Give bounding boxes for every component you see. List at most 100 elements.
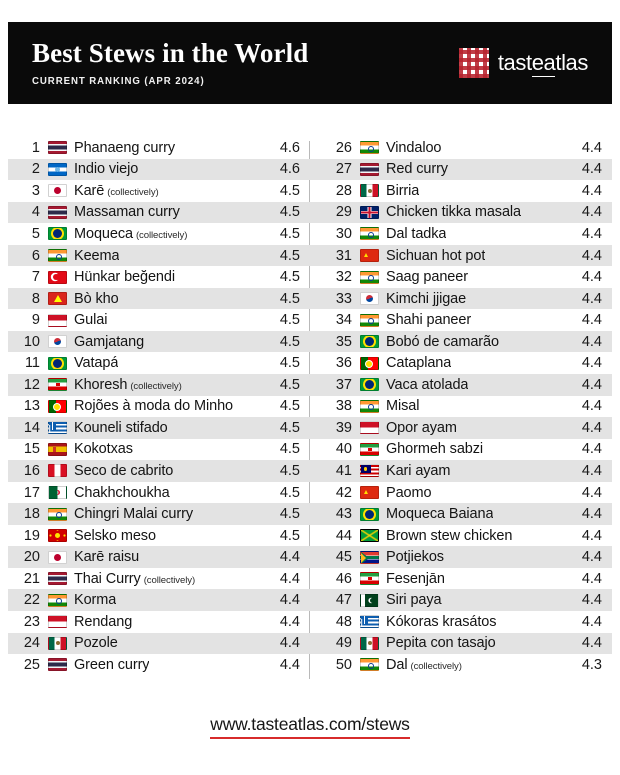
rank-number: 50 <box>335 656 352 673</box>
ranking-entry[interactable]: 9 Gulai 4.5 <box>8 309 310 331</box>
rank-number: 13 <box>23 398 40 415</box>
ranking-entry[interactable]: 5 Moqueca (collectively) 4.5 <box>8 223 310 245</box>
india-flag <box>360 399 379 413</box>
rank-number: 12 <box>23 376 40 393</box>
rank-number: 10 <box>23 333 40 350</box>
ranking-entry[interactable]: 22 Korma 4.4 <box>8 589 310 611</box>
ranking-entry[interactable]: 48 Kókoras krasátos 4.4 <box>310 611 612 633</box>
south-korea-flag <box>360 292 379 306</box>
ranking-entry[interactable]: 38 Misal 4.4 <box>310 396 612 418</box>
ranking-entry[interactable]: 36 Cataplana 4.4 <box>310 352 612 374</box>
rank-number: 39 <box>335 419 352 436</box>
ranking-entry[interactable]: 49 Pepita con tasajo 4.4 <box>310 633 612 655</box>
ranking-entry[interactable]: 41 Kari ayam 4.4 <box>310 460 612 482</box>
rating-score: 4.4 <box>581 269 602 286</box>
ranking-entry[interactable]: 33 Kimchi jjigae 4.4 <box>310 288 612 310</box>
ranking-row: 13 Rojões à moda do Minho 4.5 38 Misal 4.4 <box>8 396 612 418</box>
rank-number: 28 <box>335 182 352 199</box>
ranking-entry[interactable]: 44 Brown stew chicken 4.4 <box>310 525 612 547</box>
dish-name: Fesenjān <box>386 570 445 587</box>
ranking-entry[interactable]: 37 Vaca atolada 4.4 <box>310 374 612 396</box>
ranking-entry[interactable]: 3 Karē (collectively) 4.5 <box>8 180 310 202</box>
dish-name: Seco de cabrito <box>74 462 174 479</box>
ranking-entry[interactable]: 27 Red curry 4.4 <box>310 159 612 181</box>
ranking-entry[interactable]: 45 Potjiekos 4.4 <box>310 546 612 568</box>
portugal-flag <box>48 399 67 413</box>
brazil-flag <box>48 227 67 241</box>
rank-number: 26 <box>335 139 352 156</box>
rating-score: 4.4 <box>279 613 300 630</box>
ranking-entry[interactable]: 12 Khoresh (collectively) 4.5 <box>8 374 310 396</box>
rank-number: 42 <box>335 484 352 501</box>
rank-number: 36 <box>335 355 352 372</box>
ranking-entry[interactable]: 14 Kouneli stifado 4.5 <box>8 417 310 439</box>
rank-number: 29 <box>335 204 352 221</box>
dish-name: Korma <box>74 592 117 609</box>
rank-number: 27 <box>335 161 352 178</box>
ranking-entry[interactable]: 35 Bobó de camarão 4.4 <box>310 331 612 353</box>
ranking-entry[interactable]: 24 Pozole 4.4 <box>8 633 310 655</box>
ranking-row: 19 Selsko meso 4.5 44 Brown stew chicken 4.4 <box>8 525 612 547</box>
dish-name: Kókoras krasátos <box>386 613 497 630</box>
dish-name: Siri paya <box>386 592 442 609</box>
ranking-entry[interactable]: 20 Karē raisu 4.4 <box>8 546 310 568</box>
ranking-entry[interactable]: 18 Chingri Malai curry 4.5 <box>8 503 310 525</box>
dish-name: Rojões à moda do Minho <box>74 398 234 415</box>
ranking-entry[interactable]: 25 Green curry 4.4 <box>8 654 310 676</box>
dish-name: Vatapá <box>74 355 119 372</box>
rank-number: 32 <box>335 269 352 286</box>
ranking-entry[interactable]: 1 Phanaeng curry 4.6 <box>8 137 310 159</box>
ranking-entry[interactable]: 10 Gamjatang 4.5 <box>8 331 310 353</box>
tasteatlas-logo[interactable]: tasteatlas <box>458 48 592 78</box>
ranking-entry[interactable]: 17 Chakhchoukha 4.5 <box>8 482 310 504</box>
ranking-entry[interactable]: 50 Dal (collectively) 4.3 <box>310 654 612 676</box>
iran-flag <box>48 378 67 392</box>
ranking-entry[interactable]: 42 Paomo 4.4 <box>310 482 612 504</box>
ranking-entry[interactable]: 16 Seco de cabrito 4.5 <box>8 460 310 482</box>
ranking-entry[interactable]: 4 Massaman curry 4.5 <box>8 202 310 224</box>
ranking-entry[interactable]: 34 Shahi paneer 4.4 <box>310 309 612 331</box>
ranking-entry[interactable]: 19 Selsko meso 4.5 <box>8 525 310 547</box>
rank-number: 30 <box>335 225 352 242</box>
ranking-entry[interactable]: 15 Kokotxas 4.5 <box>8 439 310 461</box>
dish-name: Massaman curry <box>74 204 180 221</box>
ranking-entry[interactable]: 23 Rendang 4.4 <box>8 611 310 633</box>
dish-name: Gulai <box>74 312 108 329</box>
ranking-entry[interactable]: 8 Bò kho 4.5 <box>8 288 310 310</box>
rank-number: 4 <box>31 204 40 221</box>
ranking-entry[interactable]: 7 Hünkar beğendi 4.5 <box>8 266 310 288</box>
ranking-entry[interactable]: 2 Indio viejo 4.6 <box>8 159 310 181</box>
dish-name: Phanaeng curry <box>74 139 175 156</box>
ranking-entry[interactable]: 13 Rojões à moda do Minho 4.5 <box>8 396 310 418</box>
ranking-entry[interactable]: 40 Ghormeh sabzi 4.4 <box>310 439 612 461</box>
rating-score: 4.4 <box>581 419 602 436</box>
south-africa-flag <box>360 550 379 564</box>
ranking-entry[interactable]: 39 Opor ayam 4.4 <box>310 417 612 439</box>
ranking-entry[interactable]: 26 Vindaloo 4.4 <box>310 137 612 159</box>
ranking-entry[interactable]: 46 Fesenjān 4.4 <box>310 568 612 590</box>
jamaica-flag <box>360 529 379 543</box>
ranking-row: 24 Pozole 4.4 49 Pepita con tasajo 4.4 <box>8 632 612 655</box>
ranking-entry[interactable]: 32 Saag paneer 4.4 <box>310 266 612 288</box>
ranking-entry[interactable]: 43 Moqueca Baiana 4.4 <box>310 503 612 525</box>
iran-flag <box>360 442 379 456</box>
dish-name: Kouneli stifado <box>74 419 168 436</box>
ranking-entry[interactable]: 21 Thai Curry (collectively) 4.4 <box>8 568 310 590</box>
brand-wordmark: tasteatlas <box>498 50 588 77</box>
rank-number: 20 <box>23 549 40 566</box>
ranking-entry[interactable]: 11 Vatapá 4.5 <box>8 352 310 374</box>
ranking-entry[interactable]: 31 Sichuan hot pot 4.4 <box>310 245 612 267</box>
website-url-link[interactable]: www.tasteatlas.com/stews <box>210 714 410 739</box>
ranking-entry[interactable]: 28 Birria 4.4 <box>310 180 612 202</box>
rating-score: 4.6 <box>279 139 300 156</box>
rating-score: 4.4 <box>581 161 602 178</box>
rank-number: 1 <box>31 139 40 156</box>
dish-name: Pepita con tasajo <box>386 635 496 652</box>
ranking-entry[interactable]: 47 Siri paya 4.4 <box>310 589 612 611</box>
dish-name: Gamjatang <box>74 333 145 350</box>
ranking-entry[interactable]: 29 Chicken tikka masala 4.4 <box>310 202 612 224</box>
rating-score: 4.4 <box>581 247 602 264</box>
rank-number: 45 <box>335 549 352 566</box>
ranking-entry[interactable]: 30 Dal tadka 4.4 <box>310 223 612 245</box>
ranking-entry[interactable]: 6 Keema 4.5 <box>8 245 310 267</box>
